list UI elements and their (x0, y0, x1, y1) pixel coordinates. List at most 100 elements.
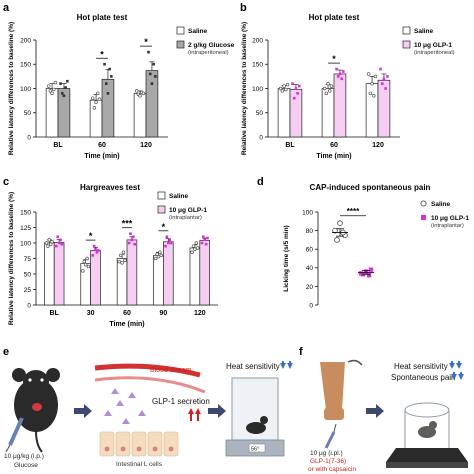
x-tick-label: 120 (140, 142, 152, 149)
y-tick-label: 75 (24, 256, 32, 263)
y-tick-label: 50 (24, 110, 32, 117)
y-tick-label: 100 (20, 240, 31, 247)
data-point (95, 251, 99, 254)
data-point (278, 86, 283, 91)
data-point (372, 94, 376, 98)
bar (333, 73, 347, 138)
data-point (129, 232, 132, 235)
data-point (53, 80, 58, 85)
bar (89, 99, 103, 138)
significance-marker: * (100, 49, 104, 59)
data-point (373, 74, 378, 79)
data-point (59, 238, 62, 242)
bar (289, 89, 303, 138)
data-point (366, 72, 371, 76)
data-point (46, 244, 50, 248)
data-point (203, 238, 207, 242)
y-tick-label: 0 (27, 134, 31, 141)
data-point (382, 77, 386, 81)
data-point (57, 241, 61, 245)
y-tick-label: 100 (20, 86, 31, 93)
data-point (108, 67, 111, 71)
data-point (280, 89, 285, 93)
data-point (96, 91, 100, 96)
data-point (322, 86, 327, 91)
bar (101, 78, 115, 138)
data-point (195, 246, 200, 250)
data-point (200, 241, 204, 245)
x-axis-label: Time (min) (109, 321, 144, 328)
legend-sublabel: (intraperitoneal) (188, 50, 229, 56)
legend-swatch (402, 40, 411, 49)
data-point (167, 241, 170, 245)
data-point (91, 254, 95, 257)
data-point (165, 235, 169, 239)
data-point (130, 238, 134, 242)
data-point (370, 81, 374, 86)
significance-marker: **** (347, 207, 360, 216)
data-point (90, 96, 95, 100)
y-tick-label: 0 (259, 134, 263, 141)
bar (199, 240, 210, 306)
data-point (152, 62, 155, 66)
data-point (97, 249, 100, 252)
data-point (329, 84, 334, 88)
significance-marker: * (332, 54, 336, 64)
glp1-secretion-label: GLP-1 secretion (152, 397, 210, 406)
data-point (47, 238, 52, 242)
data-point (193, 247, 197, 251)
data-point (85, 256, 89, 261)
legend-label: Saline (169, 193, 189, 200)
data-point (292, 96, 296, 100)
data-point (127, 241, 131, 245)
data-point (60, 92, 64, 95)
arrow-right-icon (208, 404, 226, 418)
data-point (158, 250, 162, 255)
glp1-particles (104, 388, 146, 424)
data-point (334, 237, 340, 243)
x-tick-label: 90 (160, 310, 168, 317)
data-point (133, 242, 137, 246)
y-axis-label: Relative latency differences to baseline… (8, 22, 15, 155)
data-point (153, 256, 158, 261)
x-tick-label: BL (50, 310, 60, 317)
x-tick-label: 30 (87, 310, 95, 317)
x-axis-label: Time (min) (316, 153, 351, 160)
data-point (368, 267, 374, 272)
legend-swatch (421, 215, 426, 220)
data-point (64, 86, 67, 89)
y-axis-label: Relative latency differences to baseline… (241, 22, 248, 155)
bar (365, 83, 379, 138)
intestinal-l-cells (99, 431, 179, 457)
data-point (366, 273, 372, 278)
y-axis-label: Relative latency differences to baseline… (8, 192, 15, 325)
chart-title: Hargreaves test (80, 183, 140, 192)
data-point (338, 72, 342, 76)
bar (53, 242, 65, 306)
mouse-tail-illustration (320, 359, 363, 420)
data-point (379, 67, 382, 71)
data-point (104, 82, 108, 85)
dose-label-f: 10 μg (i.pl.) (310, 450, 343, 457)
data-point (81, 269, 85, 273)
syringe-icon (5, 417, 24, 453)
agent-label-f: GLP-1(7-36) (310, 458, 346, 465)
data-point (156, 254, 161, 259)
up-arrows-icon (188, 408, 201, 421)
bar (321, 88, 335, 138)
data-point (59, 82, 62, 85)
data-point (121, 250, 126, 255)
data-point (44, 241, 49, 245)
data-point (56, 235, 60, 239)
significance-marker: * (89, 231, 93, 241)
data-point (66, 79, 69, 83)
x-tick-label: 120 (372, 142, 384, 149)
data-point (298, 84, 301, 88)
legend-label: 2 g/kg Glucose (188, 42, 235, 49)
data-point (294, 87, 298, 90)
glp1-secretion-text: GLP-1 secretion (152, 397, 210, 406)
data-point (328, 89, 332, 93)
x-tick-label: BL (53, 142, 63, 149)
panel-letter-e: e (3, 346, 9, 358)
chart-panel-b: Hot plate test 0 50 100 150 200 Relative laten… (241, 13, 455, 160)
